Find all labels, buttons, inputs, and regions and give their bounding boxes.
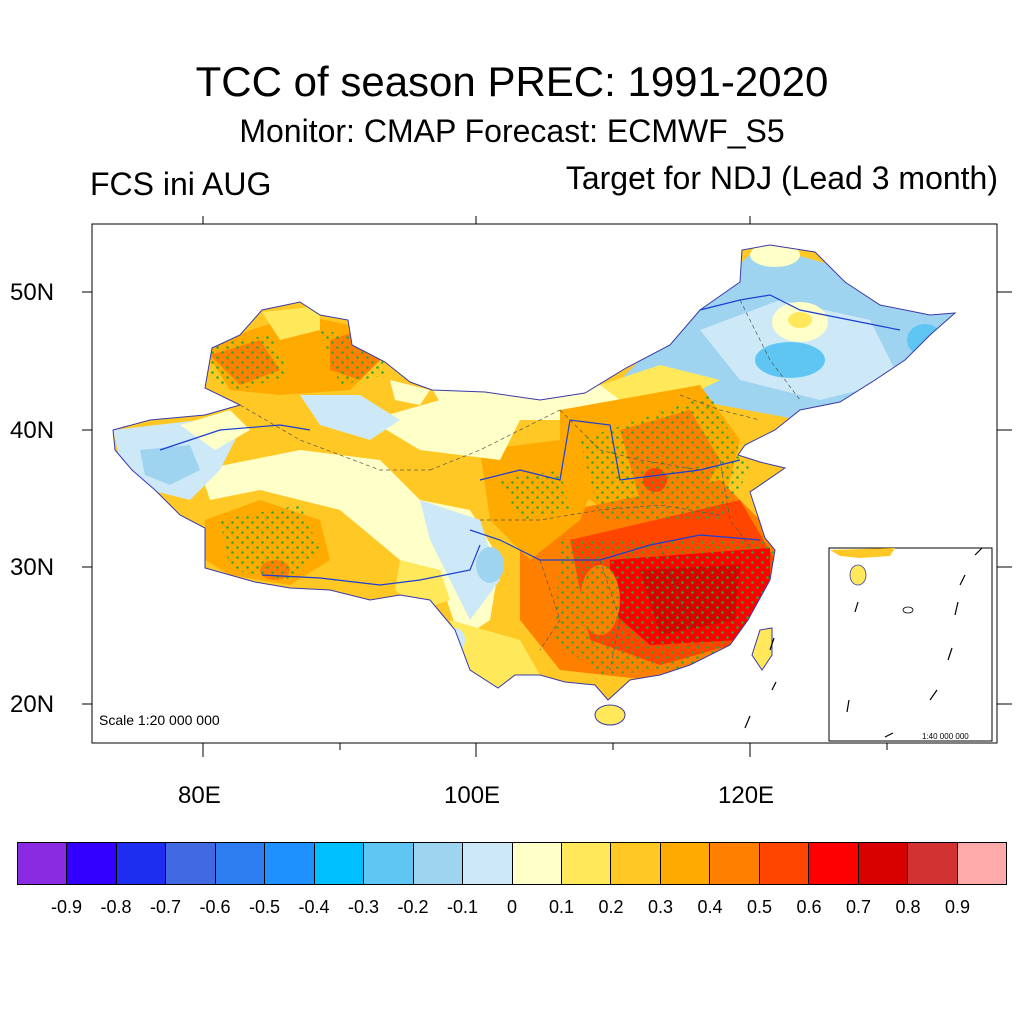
china-boundary: [112, 244, 957, 701]
inset-island: [849, 564, 867, 586]
lat-label-20n: 20N: [10, 691, 55, 718]
target-season-label: Target for NDJ (Lead 3 month): [565, 160, 998, 196]
colorbar-swatch: [710, 843, 760, 884]
inset-atoll: [902, 606, 914, 614]
lat-label-40n: 40N: [10, 417, 55, 444]
colorbar-swatch: [18, 843, 68, 884]
colorbar-tick-label: 0.3: [647, 897, 674, 917]
inset-dashed-line: [846, 547, 983, 738]
colorbar-swatch: [463, 843, 513, 884]
lon-label-80e: 80E: [178, 782, 221, 809]
colorbar-swatch: [660, 843, 711, 884]
colorbar-swatch: [561, 843, 612, 884]
colorbar-tick-label: -0.2: [397, 897, 429, 917]
colorbar-tick-label: -0.1: [446, 897, 479, 917]
colorbar-tick-label: -0.6: [199, 897, 231, 917]
colorbar-swatch: [67, 843, 117, 884]
colorbar-swatch: [858, 843, 909, 884]
colorbar-swatch: [908, 843, 958, 884]
colorbar-tick-label: 0: [506, 897, 518, 917]
colorbar-tick-label: -0.7: [149, 897, 182, 917]
province-boundaries: [239, 299, 801, 671]
yarlung-river: [261, 544, 481, 586]
colorbar-tick-label: 0.1: [548, 897, 575, 917]
colorbar-swatch: [809, 843, 859, 884]
lat-label-50n: 50N: [10, 279, 55, 306]
lon-label-100e: 100E: [444, 782, 501, 809]
colorbar-swatch: [314, 843, 365, 884]
colorbar-tick-label: 0.9: [944, 897, 971, 917]
lon-label-120e: 120E: [718, 782, 775, 809]
map-subtitle: Monitor: CMAP Forecast: ECMWF_S5: [239, 113, 785, 149]
colorbar-tick-label: -0.9: [50, 897, 83, 917]
tarim-river: [159, 424, 311, 451]
colorbar-swatch: [413, 843, 464, 884]
colorbar-swatch: [215, 843, 266, 884]
initialization-label: FCS ini AUG: [90, 166, 272, 202]
yellow-river: [479, 419, 741, 481]
colorbar: [17, 842, 1007, 885]
taiwan-island: [751, 627, 773, 671]
colorbar-tick-label: 0.6: [796, 897, 822, 917]
colorbar-tick-label: 0.2: [598, 897, 624, 917]
colorbar-tick-label: 0.7: [845, 897, 872, 917]
colorbar-swatch: [957, 843, 1007, 884]
colorbar-swatch: [116, 843, 167, 884]
heilong-river: [699, 294, 901, 331]
nine-dash-line: [744, 637, 777, 729]
hainan-island: [594, 704, 626, 726]
inset-coast: [830, 548, 895, 558]
colorbar-swatch: [512, 843, 562, 884]
colorbar-swatch: [611, 843, 661, 884]
map-title: TCC of season PREC: 1991-2020: [195, 58, 829, 105]
inset-scale-note: 1:40 000 000: [922, 732, 969, 741]
colorbar-tick-label: -0.8: [100, 897, 132, 917]
colorbar-tick-label: 0.4: [697, 897, 723, 917]
colorbar-tick-label: -0.4: [298, 897, 330, 917]
colorbar-tick-label: -0.3: [347, 897, 380, 917]
colorbar-swatch: [265, 843, 315, 884]
lat-label-30n: 30N: [10, 554, 55, 581]
colorbar-tick-label: -0.5: [248, 897, 281, 917]
colorbar-swatch: [166, 843, 216, 884]
colorbar-tick-label: 0.8: [895, 897, 921, 917]
scale-note: Scale 1:20 000 000: [99, 712, 220, 728]
colorbar-swatch: [759, 843, 810, 884]
colorbar-tick-label: 0.5: [746, 897, 773, 917]
axis-ticks: [82, 216, 1012, 757]
colorbar-swatch: [364, 843, 414, 884]
